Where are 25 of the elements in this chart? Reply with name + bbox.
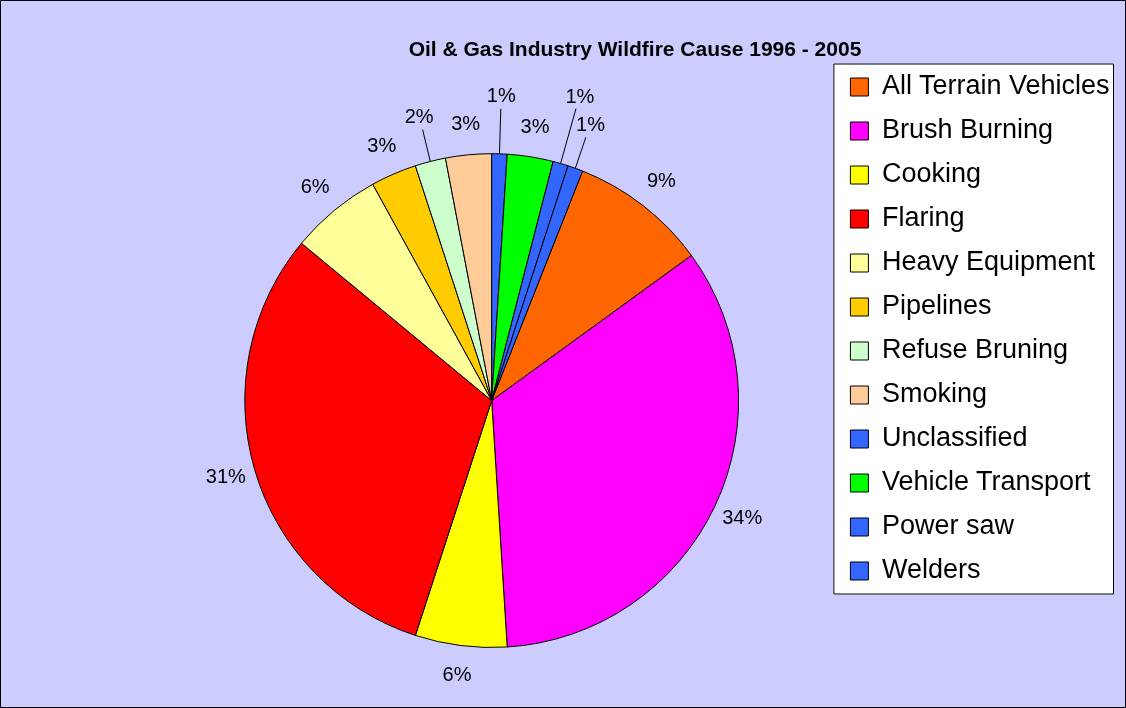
legend-label: Cooking	[881, 158, 981, 189]
data-label: 6%	[442, 662, 472, 685]
legend-label: Power saw	[881, 510, 1015, 541]
legend-label: Refuse Bruning	[881, 334, 1069, 365]
legend-label: Flaring	[881, 202, 965, 233]
data-label: 1%	[565, 84, 595, 107]
data-label: 2%	[404, 105, 434, 128]
data-label: 31%	[205, 465, 247, 488]
legend-label: Vehicle Transport	[881, 466, 1092, 497]
data-label: 34%	[722, 506, 763, 529]
legend-label: Smoking	[881, 378, 987, 409]
legend-label: All Terrain Vehicles	[881, 70, 1110, 101]
legend-label: Heavy Equipment	[881, 246, 1096, 277]
data-label: 3%	[520, 114, 550, 137]
chart-title: Oil & Gas Industry Wildfire Cause 1996 - 2005	[408, 37, 862, 61]
data-label: 1%	[576, 113, 606, 136]
data-label: 3%	[367, 133, 397, 156]
data-label: 9%	[646, 169, 677, 192]
legend-label: Unclassified	[881, 422, 1028, 453]
legend-label: Pipelines	[881, 290, 992, 321]
data-label: 6%	[300, 174, 330, 197]
data-label: 3%	[451, 112, 481, 135]
legend-label: Welders	[881, 554, 981, 585]
legend-label: Brush Burning	[881, 114, 1054, 145]
data-label: 1%	[486, 84, 516, 107]
